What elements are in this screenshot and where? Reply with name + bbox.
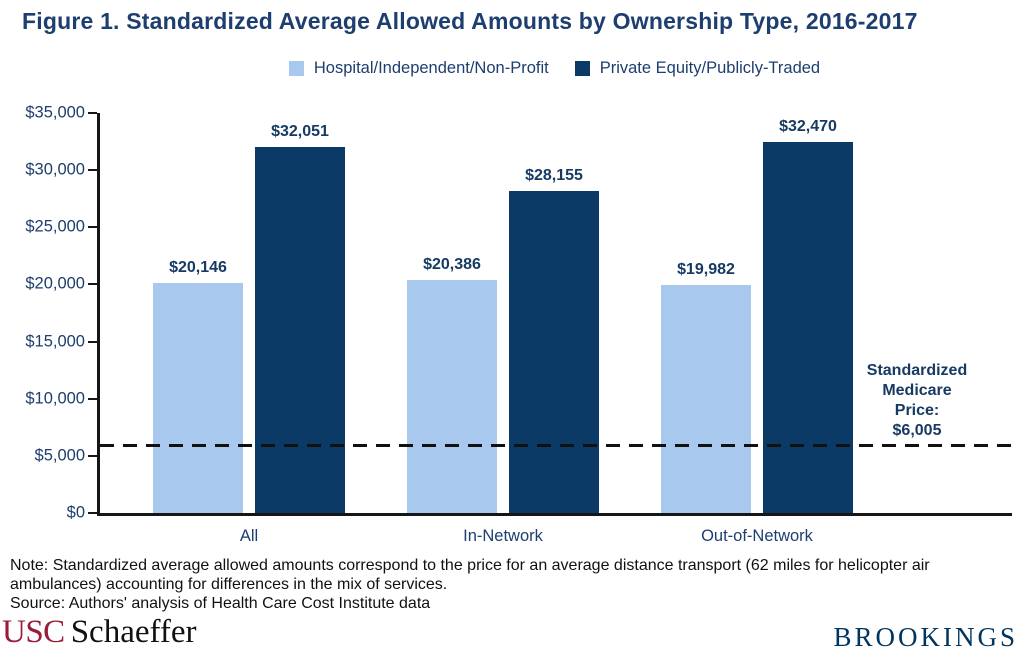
medicare-reference-line xyxy=(100,444,1012,448)
y-tick-label: $5,000 xyxy=(34,446,85,465)
legend-swatch-light-icon xyxy=(288,60,304,76)
schaeffer-wordmark: Schaeffer xyxy=(70,614,197,650)
legend-label-private-equity: Private Equity/Publicly-Traded xyxy=(599,58,821,77)
y-tick-mark xyxy=(88,226,97,229)
usc-schaeffer-logo: USC Schaeffer xyxy=(2,616,197,649)
reference-line-label: Standardized Medicare Price: $6,005 xyxy=(866,362,968,439)
bar-hospital-all xyxy=(153,283,243,513)
y-tick-mark xyxy=(88,112,97,114)
y-tick-mark xyxy=(88,169,97,172)
legend-swatch-dark-icon xyxy=(574,60,590,76)
bar-hospital-in-network xyxy=(407,280,497,513)
bar-value-label: $19,982 xyxy=(677,261,735,278)
plot-area: Standardized Medicare Price: $6,005 $0 $5… xyxy=(25,104,1012,545)
bar-value-label: $28,155 xyxy=(525,167,583,184)
bar-private-equity-all xyxy=(255,147,345,513)
legend-item-hospital: Hospital/Independent/Non-Profit xyxy=(288,58,549,78)
y-tick-mark xyxy=(88,340,97,343)
x-category-label: Out-of-Network xyxy=(701,527,813,545)
bar-value-label: $20,146 xyxy=(169,259,227,276)
y-tick-label: $35,000 xyxy=(25,103,85,122)
y-tick-label: $10,000 xyxy=(25,389,85,408)
note-text: Note: Standardized average allowed amoun… xyxy=(10,557,930,593)
notes-block: Note: Standardized average allowed amoun… xyxy=(10,556,1016,613)
y-tick-label: $20,000 xyxy=(25,274,85,293)
bar-private-equity-out-of-network xyxy=(763,142,853,513)
bar-private-equity-in-network xyxy=(509,191,599,513)
source-text: Source: Authors' analysis of Health Care… xyxy=(10,595,431,612)
y-tick-label: $25,000 xyxy=(25,217,85,236)
y-tick-label: $30,000 xyxy=(25,160,85,179)
legend: Hospital/Independent/Non-Profit Private … xyxy=(97,57,1012,79)
legend-item-private-equity: Private Equity/Publicly-Traded xyxy=(574,58,821,78)
y-tick-label: $0 xyxy=(66,503,85,522)
y-tick-mark xyxy=(88,397,97,400)
y-tick-label: $15,000 xyxy=(25,332,85,351)
usc-wordmark: USC xyxy=(2,614,65,650)
y-tick-mark xyxy=(88,283,97,286)
bar-value-label: $20,386 xyxy=(423,256,481,273)
figure-title: Figure 1. Standardized Average Allowed A… xyxy=(22,8,918,34)
y-tick-mark xyxy=(88,512,97,514)
bar-value-label: $32,051 xyxy=(271,123,329,140)
legend-label-hospital: Hospital/Independent/Non-Profit xyxy=(313,58,549,77)
brookings-logo: BROOKINGS xyxy=(833,622,1018,652)
bar-hospital-out-of-network xyxy=(661,285,751,513)
x-category-label: In-Network xyxy=(463,527,543,545)
x-category-label: All xyxy=(239,527,259,545)
bar-value-label: $32,470 xyxy=(779,118,837,135)
y-tick-mark xyxy=(88,454,97,457)
